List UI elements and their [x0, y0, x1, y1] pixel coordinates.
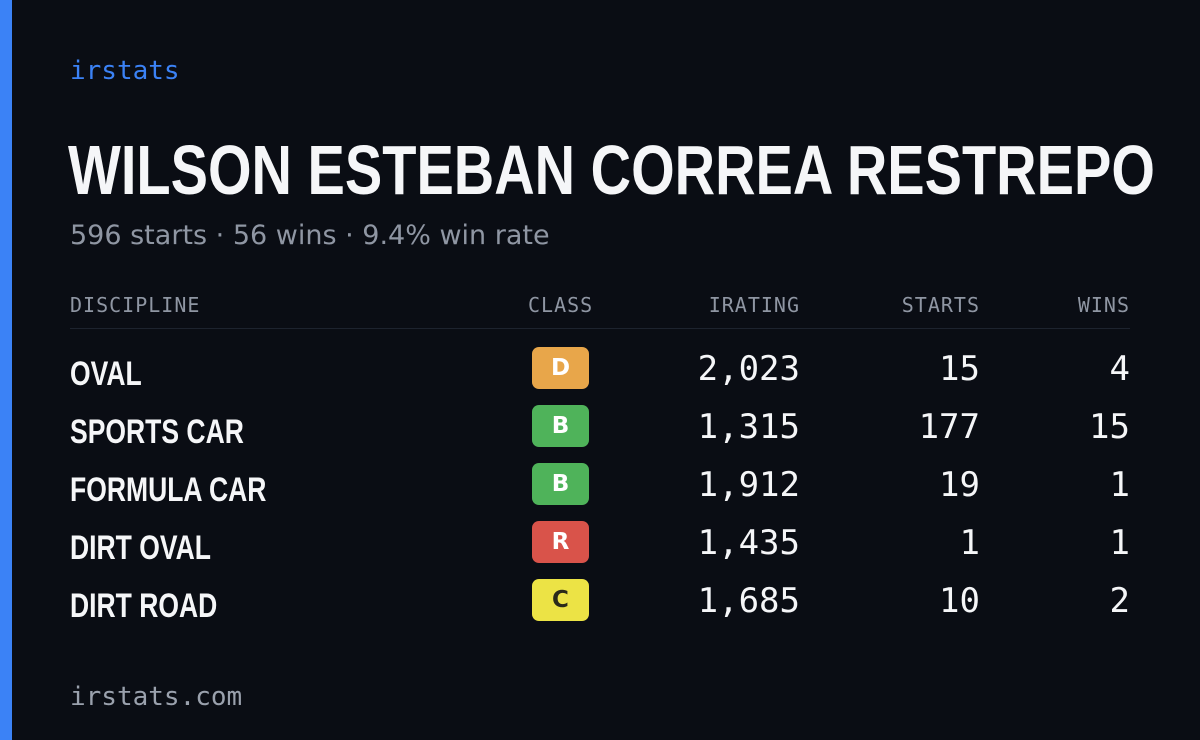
wins-value: 15 [1089, 407, 1130, 447]
starts-value: 15 [939, 349, 980, 389]
header-starts: STARTS [901, 293, 980, 317]
discipline-name: FORMULA CAR [70, 471, 267, 509]
discipline-name: OVAL [70, 355, 142, 393]
wins-value: 4 [1109, 349, 1130, 389]
header-class: CLASS [528, 293, 594, 317]
header-irating: IRATING [708, 293, 800, 317]
driver-summary: 596 starts · 56 wins · 9.4% win rate [70, 220, 550, 251]
wins-value: 1 [1109, 523, 1130, 563]
starts-value: 1 [959, 523, 980, 563]
class-badge: R [532, 521, 589, 563]
irating-value: 1,315 [697, 407, 800, 447]
starts-value: 177 [918, 407, 980, 447]
irating-value: 1,435 [697, 523, 800, 563]
table-row: DIRT ROAD C 1,685 10 2 [70, 577, 1130, 635]
irating-value: 1,685 [697, 581, 800, 621]
brand-logo-text[interactable]: irstats [70, 56, 180, 86]
discipline-name: DIRT ROAD [70, 587, 218, 625]
discipline-table: DISCIPLINE CLASS IRATING STARTS WINS OVA… [70, 288, 1130, 635]
class-badge: C [532, 579, 589, 621]
discipline-name: DIRT OVAL [70, 529, 211, 567]
header-wins: WINS [1077, 293, 1130, 317]
wins-value: 2 [1109, 581, 1130, 621]
starts-value: 19 [939, 465, 980, 505]
footer-site-link[interactable]: irstats.com [70, 682, 243, 712]
accent-bar [0, 0, 12, 740]
table-body: OVAL D 2,023 15 4 SPORTS CAR B 1,315 177… [70, 329, 1130, 635]
table-header: DISCIPLINE CLASS IRATING STARTS WINS [70, 288, 1130, 329]
table-row: SPORTS CAR B 1,315 177 15 [70, 403, 1130, 461]
class-badge: B [532, 405, 589, 447]
table-row: DIRT OVAL R 1,435 1 1 [70, 519, 1130, 577]
discipline-name: SPORTS CAR [70, 413, 244, 451]
class-badge: B [532, 463, 589, 505]
class-badge: D [532, 347, 589, 389]
driver-name: WILSON ESTEBAN CORREA RESTREPO [68, 131, 1155, 209]
table-row: FORMULA CAR B 1,912 19 1 [70, 461, 1130, 519]
header-discipline: DISCIPLINE [70, 293, 201, 317]
irating-value: 1,912 [697, 465, 800, 505]
wins-value: 1 [1109, 465, 1130, 505]
table-row: OVAL D 2,023 15 4 [70, 345, 1130, 403]
starts-value: 10 [939, 581, 980, 621]
irating-value: 2,023 [697, 349, 800, 389]
